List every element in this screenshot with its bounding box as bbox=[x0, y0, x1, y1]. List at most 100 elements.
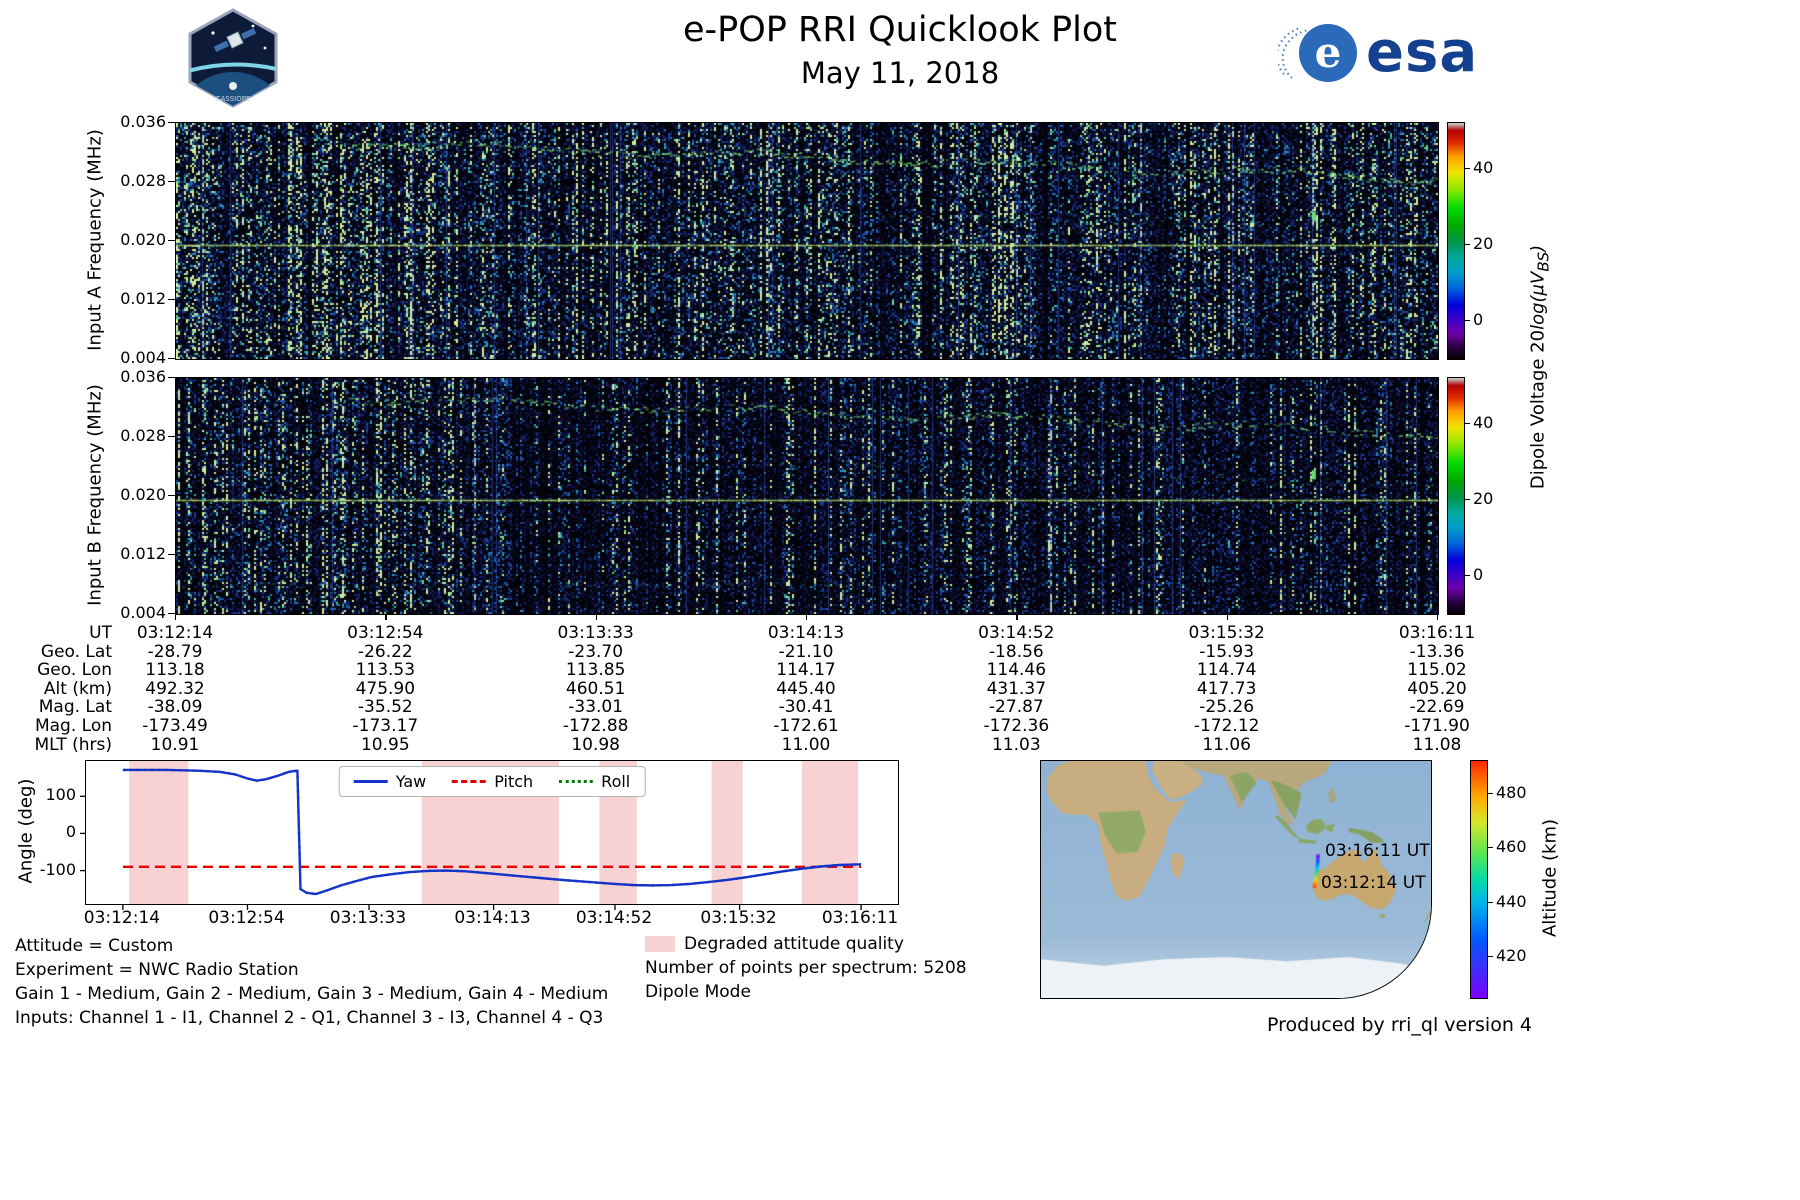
esa-logo-mark: e bbox=[1278, 24, 1357, 82]
track-end-label: 03:16:11 UT bbox=[1325, 841, 1430, 861]
spec-ytick-label: 0.020 bbox=[120, 485, 166, 504]
spec-xtick-mark bbox=[385, 614, 387, 620]
attitude-note: Attitude = Custom bbox=[15, 936, 174, 956]
ephemeris-value: 113.18 bbox=[145, 660, 205, 681]
ephemeris-value: -26.22 bbox=[357, 641, 413, 662]
ephemeris-value: 03:14:52 bbox=[978, 623, 1055, 643]
spec-xtick-mark bbox=[806, 614, 808, 620]
altitude-colorbar-label: Altitude (km) bbox=[1539, 818, 1561, 938]
spec-ytick-label: 0.028 bbox=[120, 426, 166, 445]
spec-ytick-mark bbox=[168, 299, 175, 301]
ephemeris-value: 03:14:13 bbox=[767, 623, 845, 643]
world-map-canvas bbox=[1041, 761, 1431, 998]
angle-xtick-label: 03:12:54 bbox=[208, 908, 285, 928]
ephemeris-value: 03:16:11 bbox=[1398, 623, 1476, 643]
ephemeris-row-label: Geo. Lon bbox=[37, 660, 112, 681]
ephemeris-row-label: Alt (km) bbox=[43, 678, 112, 699]
spec-ytick-mark bbox=[168, 122, 175, 124]
ephemeris-value: 417.73 bbox=[1196, 678, 1257, 699]
ephemeris-row-label: MLT (hrs) bbox=[34, 734, 112, 755]
esa-wordmark: esa bbox=[1366, 20, 1479, 85]
plot-date: May 11, 2018 bbox=[800, 56, 1000, 90]
ephemeris-value: 11.06 bbox=[1202, 734, 1251, 755]
experiment-note: Experiment = NWC Radio Station bbox=[15, 960, 299, 980]
spec-ytick-mark bbox=[168, 436, 175, 438]
cbar-tick-label: 0 bbox=[1473, 309, 1484, 329]
spec-xtick-mark bbox=[1226, 614, 1228, 620]
spec-ytick-label: 0.020 bbox=[120, 230, 166, 249]
ephemeris-value: 11.08 bbox=[1412, 734, 1462, 755]
altcbar-tick-label: 460 bbox=[1496, 837, 1527, 857]
patch-text: CASSIOPE bbox=[216, 95, 251, 103]
ephemeris-value: 492.32 bbox=[145, 678, 205, 699]
cbar-tick-mark bbox=[1464, 574, 1470, 577]
angle-xtick-label: 03:14:13 bbox=[454, 908, 531, 928]
degraded-legend: Degraded attitude quality bbox=[645, 932, 967, 956]
cbar-tick-label: 40 bbox=[1473, 412, 1494, 432]
cbar-tick-label: 20 bbox=[1473, 488, 1494, 508]
altcbar-tick-mark bbox=[1487, 792, 1493, 794]
ephemeris-value: -171.90 bbox=[1404, 716, 1470, 736]
ephemeris-value: -25.26 bbox=[1199, 697, 1255, 718]
track-start-label: 03:12:14 UT bbox=[1321, 873, 1426, 893]
ephemeris-value: 115.02 bbox=[1407, 660, 1467, 681]
dipole-colorbar-b bbox=[1447, 377, 1465, 615]
ephemeris-value: -172.61 bbox=[773, 716, 839, 736]
ephemeris-row-label: Geo. Lat bbox=[40, 641, 112, 662]
ephemeris-value: -173.49 bbox=[142, 716, 208, 736]
ephemeris-value: -30.41 bbox=[778, 697, 834, 718]
ephemeris-value: 03:13:33 bbox=[557, 623, 634, 643]
input-b-ylabel: Input B Frequency (MHz) bbox=[84, 384, 106, 606]
plot-title: e-POP RRI Quicklook Plot bbox=[682, 10, 1117, 50]
ephemeris-value: -15.93 bbox=[1199, 641, 1255, 662]
ephemeris-value: 113.53 bbox=[355, 660, 416, 681]
spec-ytick-label: 0.004 bbox=[120, 603, 166, 622]
spec-xtick-mark bbox=[1016, 614, 1018, 620]
yaw-legend-label: Yaw bbox=[395, 772, 427, 791]
cbar-tick-label: 0 bbox=[1473, 564, 1484, 584]
cbar-tick-label: 40 bbox=[1473, 157, 1494, 177]
angle-xtick-label: 03:12:14 bbox=[83, 908, 161, 928]
pitch-line-sample bbox=[452, 780, 487, 783]
yaw-line-sample bbox=[353, 780, 388, 783]
angle-ytick-label: 100 bbox=[45, 785, 76, 805]
angle-xtick-label: 03:13:33 bbox=[329, 908, 407, 928]
legend-entry-yaw: Yaw bbox=[353, 772, 427, 791]
spec-ytick-mark bbox=[168, 495, 175, 497]
spec-ytick-label: 0.036 bbox=[120, 367, 166, 386]
ephemeris-value: -172.88 bbox=[562, 716, 629, 736]
degraded-quality-swatch bbox=[645, 936, 675, 952]
ephemeris-value: -35.52 bbox=[357, 697, 413, 718]
input-b-spectrogram bbox=[175, 377, 1439, 615]
altcbar-tick-mark bbox=[1487, 847, 1493, 849]
spec-ytick-mark bbox=[168, 377, 175, 379]
ephemeris-value: -172.36 bbox=[983, 716, 1050, 736]
ephemeris-value: -172.12 bbox=[1193, 716, 1260, 736]
ephemeris-value: 03:15:32 bbox=[1188, 623, 1265, 643]
spec-xtick-mark bbox=[595, 614, 597, 620]
input-a-ylabel: Input A Frequency (MHz) bbox=[84, 129, 106, 351]
altcbar-tick-label: 440 bbox=[1496, 891, 1527, 911]
spec-xtick-mark bbox=[1437, 614, 1439, 620]
legend-entry-pitch: Pitch bbox=[452, 772, 533, 791]
ephemeris-value: 114.17 bbox=[776, 660, 836, 681]
ephemeris-value: -28.79 bbox=[147, 641, 203, 662]
ephemeris-value: -38.09 bbox=[147, 697, 203, 718]
ephemeris-value: 03:12:54 bbox=[347, 623, 424, 643]
spec-ytick-label: 0.036 bbox=[120, 112, 166, 131]
spec-ytick-mark bbox=[168, 554, 175, 556]
pitch-legend-label: Pitch bbox=[494, 772, 534, 791]
ephemeris-value: 114.74 bbox=[1196, 660, 1257, 681]
angle-xtick-label: 03:14:52 bbox=[575, 908, 653, 928]
ephemeris-value: -18.56 bbox=[988, 641, 1044, 662]
spec-ytick-label: 0.028 bbox=[120, 171, 166, 190]
ephemeris-value: 114.46 bbox=[986, 660, 1047, 681]
angle-xtick-label: 03:16:11 bbox=[821, 908, 899, 928]
ephemeris-value: 10.95 bbox=[360, 734, 410, 755]
ground-track-map: 03:16:11 UT 03:12:14 UT bbox=[1040, 760, 1432, 999]
cassiope-mission-patch: CASSIOPE bbox=[188, 8, 278, 108]
mode-label: Dipole Mode bbox=[645, 982, 751, 1002]
altcbar-tick-label: 480 bbox=[1496, 782, 1527, 802]
ephemeris-value: -27.87 bbox=[988, 697, 1044, 718]
